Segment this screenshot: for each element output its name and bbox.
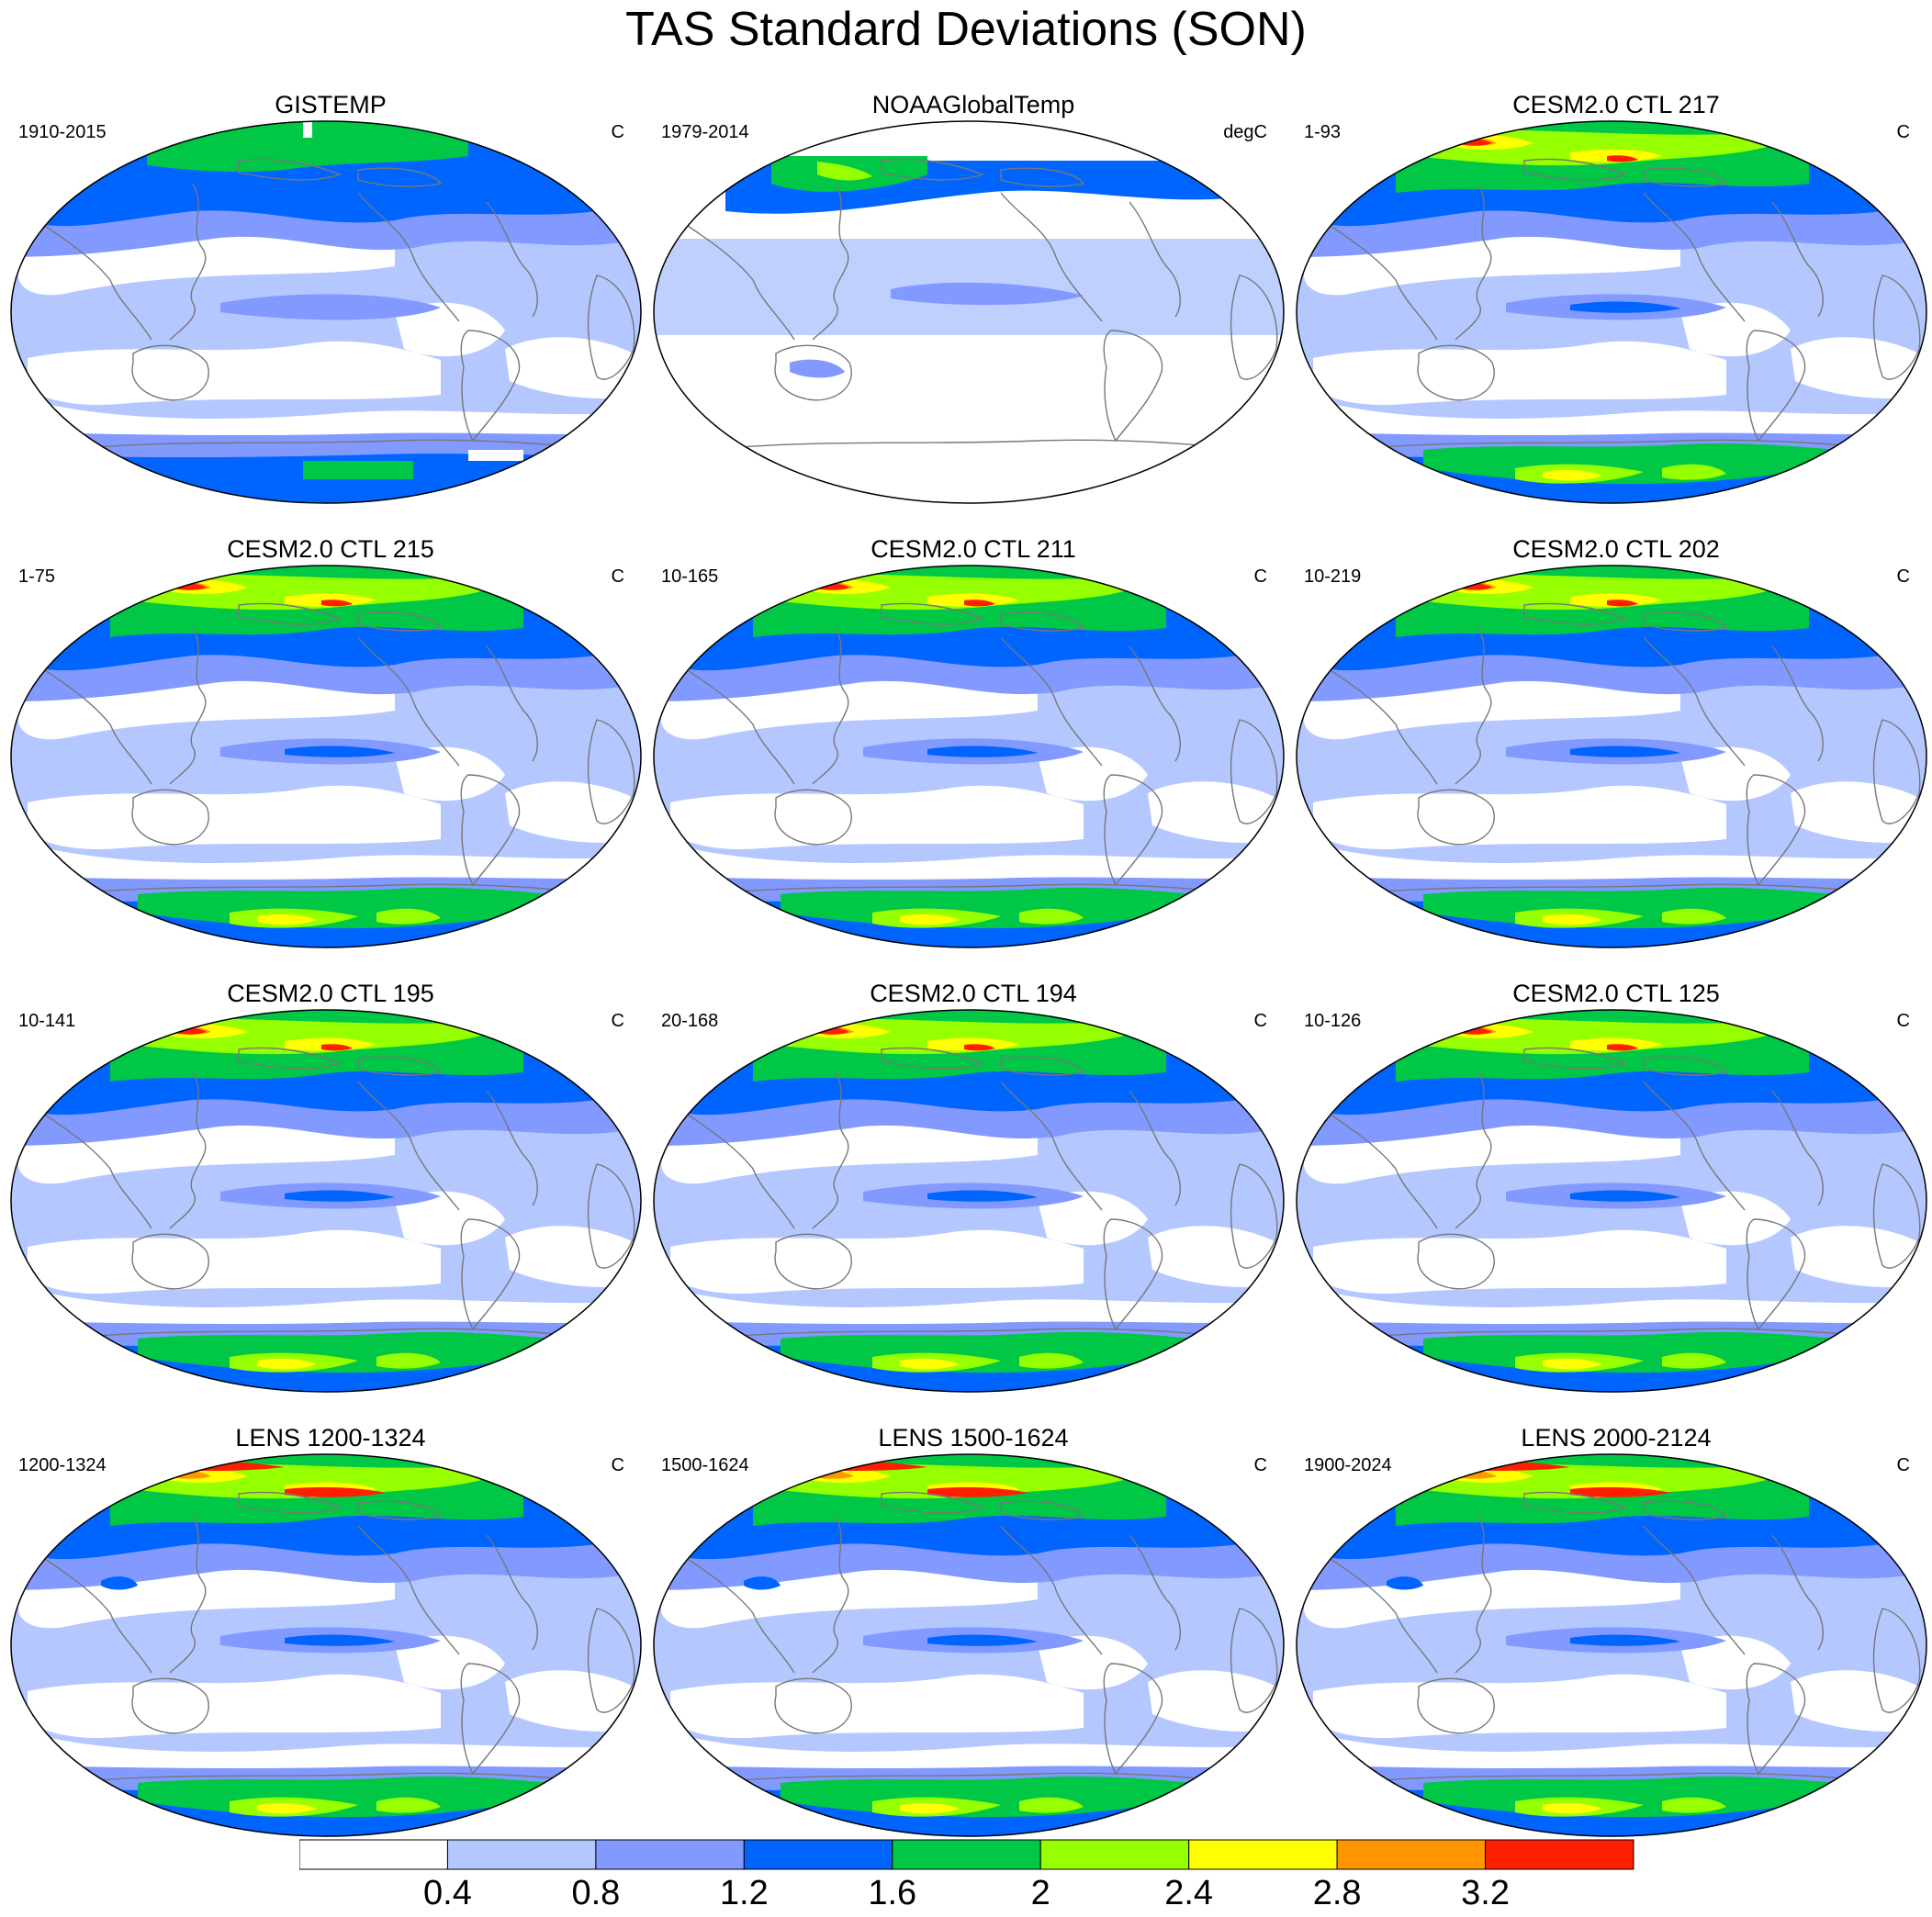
panel-period: 10-219 (1304, 566, 1362, 587)
panel-units: C (611, 566, 624, 587)
panel-period: 1900-2024 (1304, 1455, 1392, 1475)
panel-units: C (1896, 122, 1910, 142)
panel-period: 10-165 (661, 566, 719, 587)
colorbar-tick-label: 2.4 (1164, 1874, 1214, 1912)
colorbar-swatch (446, 1839, 597, 1870)
map-panel: NOAAGlobalTemp 1979-2014 degC (652, 90, 1295, 521)
panel-units: C (1896, 1455, 1910, 1475)
map-panel: CESM2.0 CTL 195 10-141 C (9, 979, 652, 1410)
panel-period: 1-93 (1304, 122, 1342, 142)
robinson-map (653, 565, 1285, 948)
panel-title: CESM2.0 CTL 125 (1512, 980, 1720, 1007)
panel-units: C (611, 1011, 624, 1031)
map-panel: CESM2.0 CTL 215 1-75 C (9, 534, 652, 966)
panel-title: CESM2.0 CTL 195 (227, 980, 434, 1007)
panel-period: 1-75 (18, 566, 56, 587)
map-panel: LENS 1500-1624 1500-1624 C (652, 1423, 1295, 1855)
robinson-map (1296, 565, 1927, 948)
colorbar-swatch (1039, 1839, 1190, 1870)
colorbar-swatch (595, 1839, 745, 1870)
panel-period: 10-126 (1304, 1011, 1362, 1031)
colorbar-tick-label: 0.8 (571, 1874, 621, 1912)
panel-title: LENS 2000-2124 (1521, 1424, 1712, 1452)
panel-period: 1500-1624 (661, 1455, 749, 1475)
map-panel: LENS 1200-1324 1200-1324 C (9, 1423, 652, 1855)
robinson-map (10, 120, 642, 504)
panel-period: 10-141 (18, 1011, 76, 1031)
robinson-map (653, 1009, 1285, 1393)
robinson-map (1296, 120, 1927, 504)
panel-units: C (611, 122, 624, 142)
colorbar-tick-label: 0.4 (423, 1874, 472, 1912)
robinson-map (10, 1009, 642, 1393)
map-panel: CESM2.0 CTL 125 10-126 C (1295, 979, 1932, 1410)
panel-units: C (1896, 1011, 1910, 1031)
panel-title: NOAAGlobalTemp (871, 91, 1075, 118)
panel-units: C (611, 1455, 624, 1475)
panel-title: CESM2.0 CTL 202 (1512, 535, 1720, 563)
map-panel: CESM2.0 CTL 217 1-93 C (1295, 90, 1932, 521)
colorbar-swatch (299, 1839, 448, 1870)
panel-units: C (1253, 1011, 1267, 1031)
panel-title: CESM2.0 CTL 211 (871, 535, 1076, 563)
panel-title: CESM2.0 CTL 217 (1512, 91, 1720, 118)
colorbar-tick-label: 2.8 (1312, 1874, 1362, 1912)
colorbar (299, 1839, 1634, 1870)
panel-units: C (1253, 1455, 1267, 1475)
figure-title: TAS Standard Deviations (SON) (625, 3, 1307, 56)
panel-units: degC (1223, 122, 1267, 142)
colorbar-swatch (892, 1839, 1041, 1870)
panel-period: 1200-1324 (18, 1455, 107, 1475)
robinson-map (653, 1453, 1285, 1837)
colorbar-swatch (1485, 1839, 1634, 1870)
colorbar-labels: 0.4 0.8 1.2 1.6 2 2.4 2.8 3.2 (299, 1873, 1634, 1913)
panel-title: LENS 1200-1324 (235, 1424, 426, 1452)
robinson-map (10, 565, 642, 948)
robinson-map (1296, 1009, 1927, 1393)
robinson-map (1296, 1453, 1927, 1837)
colorbar-tick-label: 1.2 (719, 1874, 769, 1912)
panel-period: 20-168 (661, 1011, 719, 1031)
panel-title: GISTEMP (275, 91, 387, 118)
map-panel: CESM2.0 CTL 194 20-168 C (652, 979, 1295, 1410)
colorbar-tick-label: 2 (1030, 1874, 1050, 1912)
map-panel: LENS 2000-2124 1900-2024 C (1295, 1423, 1932, 1855)
colorbar-swatch (743, 1839, 893, 1870)
panel-units: C (1253, 566, 1267, 587)
map-panel: CESM2.0 CTL 211 10-165 C (652, 534, 1295, 966)
colorbar-tick-label: 3.2 (1461, 1874, 1510, 1912)
robinson-map (653, 120, 1285, 504)
panel-units: C (1896, 566, 1910, 587)
panel-period: 1979-2014 (661, 122, 749, 142)
map-panel: GISTEMP 1910-2015 C (9, 90, 652, 521)
panel-period: 1910-2015 (18, 122, 107, 142)
colorbar-swatch (1188, 1839, 1338, 1870)
panel-title: CESM2.0 CTL 194 (870, 980, 1077, 1007)
colorbar-tick-label: 1.6 (868, 1874, 917, 1912)
colorbar-swatch (1336, 1839, 1487, 1870)
map-panel: CESM2.0 CTL 202 10-219 C (1295, 534, 1932, 966)
panel-title: LENS 1500-1624 (878, 1424, 1069, 1452)
panel-title: CESM2.0 CTL 215 (227, 535, 434, 563)
robinson-map (10, 1453, 642, 1837)
